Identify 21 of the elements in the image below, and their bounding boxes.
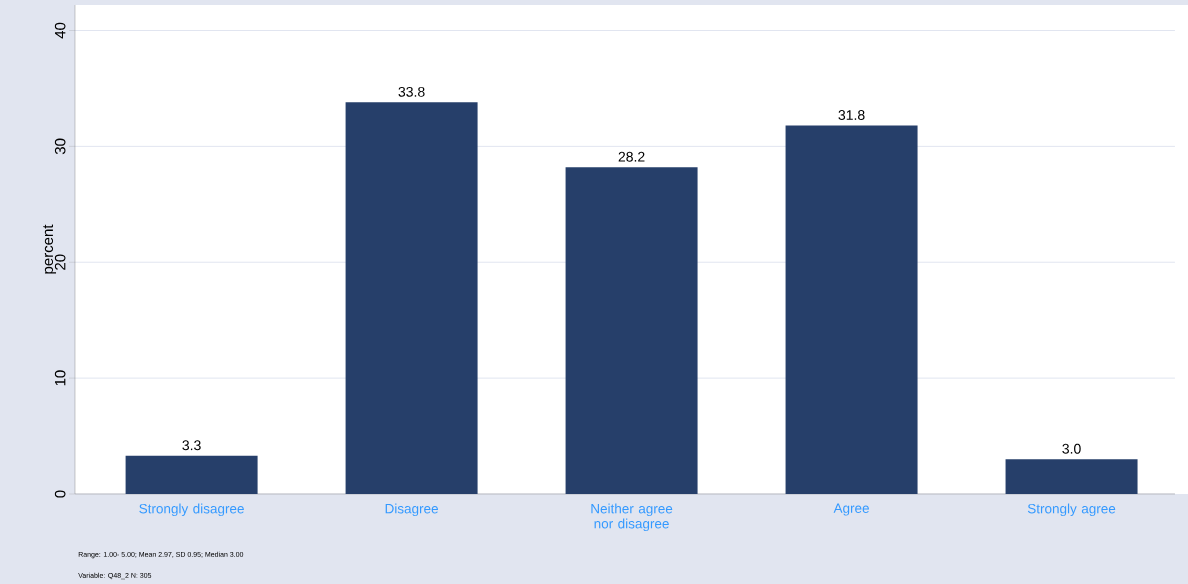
x-tick-label: Strongly agree (1027, 503, 1116, 517)
y-tick-label: 0 (54, 490, 66, 498)
y-tick-label: 30 (54, 138, 66, 155)
bar (785, 125, 918, 494)
data-label: 28.2 (618, 151, 645, 162)
x-tick-label: Agree (833, 503, 869, 516)
bar (125, 455, 258, 494)
data-label: 3.0 (1062, 443, 1081, 454)
bar (345, 102, 478, 494)
x-tick-label: Neither agree nor disagree (591, 503, 673, 532)
y-axis-title: percent (43, 224, 57, 274)
data-label: 3.3 (182, 440, 201, 451)
y-tick-label: 20 (54, 254, 66, 270)
x-tick-label: Strongly disagree (139, 503, 244, 517)
data-label: 33.8 (398, 86, 425, 97)
y-tick-label: 40 (54, 22, 66, 39)
x-tick-label: Disagree (385, 503, 438, 517)
bar (1005, 459, 1138, 494)
y-tick-label: 10 (54, 370, 66, 386)
data-label: 31.8 (838, 110, 865, 120)
bar (565, 167, 698, 494)
